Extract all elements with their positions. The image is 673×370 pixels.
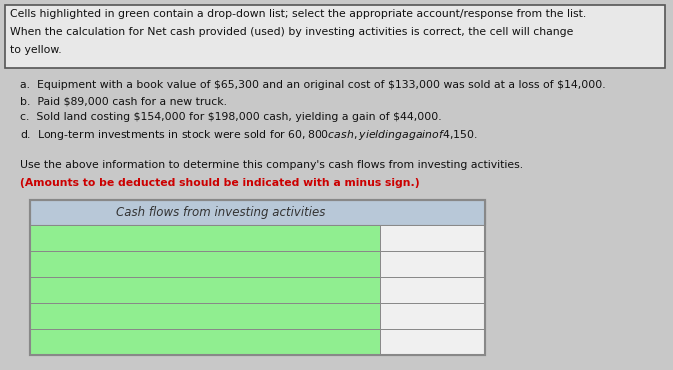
Bar: [30, 251, 380, 277]
Bar: [30, 225, 380, 251]
Bar: [30, 303, 380, 329]
Text: d.  Long-term investments in stock were sold for $60,800 cash, yielding a gain o: d. Long-term investments in stock were s…: [20, 128, 478, 142]
Text: c.  Sold land costing $154,000 for $198,000 cash, yielding a gain of $44,000.: c. Sold land costing $154,000 for $198,0…: [20, 112, 441, 122]
Bar: [5, 5, 665, 68]
Text: Cells highlighted in green contain a drop-down list; select the appropriate acco: Cells highlighted in green contain a dro…: [10, 9, 586, 19]
Text: When the calculation for Net cash provided (used) by investing activities is cor: When the calculation for Net cash provid…: [10, 27, 573, 37]
Bar: [380, 329, 485, 355]
Bar: [30, 329, 380, 355]
Bar: [380, 251, 485, 277]
Text: a.  Equipment with a book value of $65,300 and an original cost of $133,000 was : a. Equipment with a book value of $65,30…: [20, 80, 606, 90]
Text: Use the above information to determine this company's cash flows from investing : Use the above information to determine t…: [20, 160, 523, 170]
Bar: [380, 277, 485, 303]
Text: Cash flows from investing activities: Cash flows from investing activities: [116, 206, 326, 219]
Bar: [30, 200, 485, 355]
Bar: [380, 303, 485, 329]
Bar: [30, 200, 485, 225]
Bar: [30, 200, 485, 355]
Text: to yellow.: to yellow.: [10, 45, 62, 55]
Text: b.  Paid $89,000 cash for a new truck.: b. Paid $89,000 cash for a new truck.: [20, 96, 227, 106]
Bar: [30, 277, 380, 303]
Text: (Amounts to be deducted should be indicated with a minus sign.): (Amounts to be deducted should be indica…: [20, 178, 420, 188]
Bar: [380, 225, 485, 251]
